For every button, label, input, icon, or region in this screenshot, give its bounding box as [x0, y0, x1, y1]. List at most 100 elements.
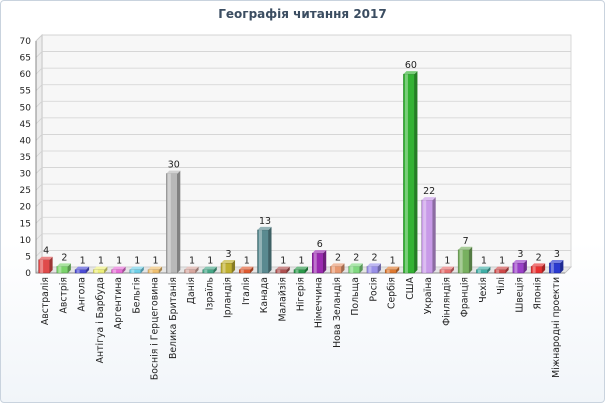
- data-label: 1: [298, 256, 304, 267]
- bar-top: [93, 266, 108, 270]
- category-label: Швеція: [514, 277, 525, 313]
- bar-side: [323, 250, 327, 273]
- gridline: [35, 216, 571, 224]
- y-tick-label: 55: [20, 87, 31, 97]
- data-label: 13: [259, 216, 271, 227]
- bars: [38, 71, 564, 274]
- bar: [202, 266, 217, 274]
- y-tick-label: 70: [20, 37, 32, 47]
- data-label: 1: [444, 256, 450, 267]
- bar: [239, 266, 254, 274]
- bar-side: [268, 226, 272, 273]
- bar-side: [396, 266, 400, 273]
- bar-side: [523, 260, 527, 273]
- bar-highlight: [167, 173, 171, 273]
- category-label: Фінляндія: [441, 277, 452, 326]
- bar-top: [129, 266, 144, 270]
- data-label: 2: [371, 252, 377, 263]
- bar-highlight: [131, 269, 135, 273]
- bar-side: [177, 170, 181, 273]
- data-label: 7: [463, 236, 469, 247]
- bar-side: [414, 71, 418, 274]
- bar-side: [159, 266, 163, 273]
- gridline: [35, 100, 571, 108]
- bar-top: [476, 266, 491, 270]
- category-label: Польща: [350, 277, 361, 316]
- data-label: 1: [134, 256, 140, 267]
- gridline: [35, 67, 571, 75]
- bar-top: [257, 226, 272, 230]
- category-label: Японія: [533, 277, 544, 309]
- data-label: 3: [517, 249, 523, 260]
- bar-side: [341, 263, 345, 273]
- data-label: 1: [280, 256, 286, 267]
- category-label: Ірландія: [223, 277, 234, 318]
- bar-top: [202, 266, 217, 270]
- data-label: 4: [43, 246, 49, 257]
- bar-top: [458, 246, 473, 250]
- bar-highlight: [277, 269, 281, 273]
- bar: [93, 266, 108, 274]
- gridline: [35, 200, 571, 207]
- y-tick-label: 0: [25, 269, 31, 279]
- bar-highlight: [532, 266, 536, 273]
- gridline: [35, 167, 571, 174]
- y-tick-label: 5: [25, 252, 31, 262]
- category-label: Ангола: [77, 277, 88, 312]
- bar-highlight: [94, 269, 98, 273]
- bar-highlight: [113, 269, 117, 273]
- category-label: Австрія: [58, 277, 69, 313]
- gridline: [35, 51, 571, 58]
- bar-side: [505, 266, 509, 273]
- bar-side: [213, 266, 217, 273]
- data-label: 2: [536, 252, 542, 263]
- bar: [330, 263, 345, 274]
- bar-side: [104, 266, 108, 273]
- category-label: Австралія: [40, 277, 51, 325]
- bar-top: [531, 263, 546, 267]
- bar-top: [403, 71, 418, 75]
- bar-highlight: [186, 269, 190, 273]
- bar: [439, 266, 454, 274]
- bar: [549, 260, 564, 274]
- bar-side: [49, 256, 53, 273]
- bar-top: [221, 260, 236, 264]
- bar-top: [166, 170, 181, 174]
- category-label: Канада: [259, 277, 270, 313]
- data-label: 1: [98, 256, 104, 267]
- bar-top: [148, 266, 163, 270]
- category-label: Боснія і Герцеговина: [150, 277, 161, 380]
- bar-highlight: [149, 269, 153, 273]
- bar-highlight: [423, 200, 427, 273]
- bar-top: [294, 266, 308, 270]
- grid: [35, 34, 572, 274]
- bar-side: [469, 246, 473, 273]
- bar-highlight: [441, 269, 445, 273]
- category-label: Бельгія: [131, 277, 142, 314]
- bar-top: [348, 263, 363, 267]
- bar: [366, 263, 381, 274]
- bar-highlight: [514, 263, 518, 273]
- data-label: 1: [116, 256, 122, 267]
- bar-side: [560, 260, 564, 273]
- data-label: 3: [226, 249, 232, 260]
- bar-highlight: [222, 263, 226, 273]
- category-label: США: [405, 276, 416, 299]
- bar-top: [330, 263, 345, 267]
- bar-side: [305, 266, 308, 273]
- gridline: [35, 84, 571, 91]
- bar-highlight: [459, 249, 463, 273]
- bar-top: [366, 263, 381, 267]
- gridline: [35, 117, 571, 125]
- bar-top: [75, 266, 90, 270]
- data-label: 1: [499, 256, 505, 267]
- bar: [111, 266, 126, 274]
- category-label: Міжнародні проекти: [551, 277, 562, 378]
- gridline: [35, 233, 571, 241]
- bar: [530, 263, 546, 274]
- bar-top: [385, 266, 400, 270]
- bar: [293, 266, 308, 274]
- bar: [56, 263, 71, 274]
- gridline: [35, 150, 571, 158]
- bar-highlight: [368, 266, 372, 273]
